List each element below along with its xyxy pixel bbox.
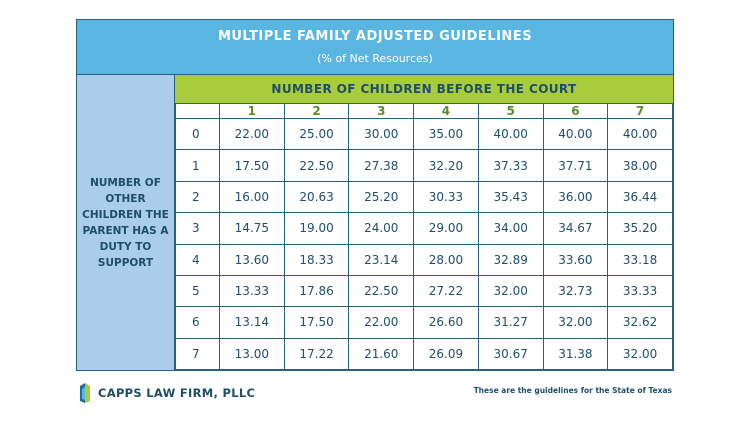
column-header: 7 xyxy=(607,103,673,119)
table-cell: 37.33 xyxy=(477,149,544,182)
table-cell: 20.63 xyxy=(283,180,350,214)
table-cell: 32.89 xyxy=(477,243,544,276)
table-cell: 22.50 xyxy=(348,274,415,308)
table-cell: 29.00 xyxy=(413,212,479,245)
table-cell: 35.43 xyxy=(477,180,544,214)
table-cell: 28.00 xyxy=(413,243,479,276)
table-cell: 33.33 xyxy=(607,274,673,308)
guidelines-card: MULTIPLE FAMILY ADJUSTED GUIDELINES (% o… xyxy=(76,19,674,371)
table-cell: 23.14 xyxy=(348,243,415,276)
column-group-header-label: NUMBER OF CHILDREN BEFORE THE COURT xyxy=(271,82,577,96)
table-cell: 36.44 xyxy=(607,180,673,214)
table-cell: 30.67 xyxy=(477,337,544,371)
table-cell: 32.00 xyxy=(542,306,609,339)
table-cell: 27.22 xyxy=(413,274,479,308)
table-cell: 32.73 xyxy=(542,274,609,308)
table-cell: 25.20 xyxy=(348,180,415,214)
table-cell: 24.00 xyxy=(348,212,415,245)
corner-cell xyxy=(175,103,220,119)
table-cell: 32.00 xyxy=(477,274,544,308)
row-label: 3 xyxy=(175,212,220,245)
column-header: 2 xyxy=(283,103,350,119)
table-cell: 34.00 xyxy=(477,212,544,245)
table-cell: 32.20 xyxy=(413,149,479,182)
table-cell: 22.00 xyxy=(219,117,285,151)
row-label: 2 xyxy=(175,180,220,214)
table-subtitle: (% of Net Resources) xyxy=(317,52,433,65)
row-label: 4 xyxy=(175,243,220,276)
row-label: 6 xyxy=(175,306,220,339)
table-row: 0 22.00 25.00 30.00 35.00 40.00 40.00 40.00 xyxy=(175,117,673,151)
table-row: 6 13.14 17.50 22.00 26.60 31.27 32.00 32.62 xyxy=(175,306,673,339)
table-cell: 26.60 xyxy=(413,306,479,339)
table-cell: 32.62 xyxy=(607,306,673,339)
table-cell: 31.27 xyxy=(477,306,544,339)
table-cell: 27.38 xyxy=(348,149,415,182)
table-cell: 35.20 xyxy=(607,212,673,245)
brand-name: CAPPS LAW FIRM, PLLC xyxy=(98,386,256,400)
table-cell: 40.00 xyxy=(607,117,673,151)
guidelines-table: 1 2 3 4 5 6 7 0 22.00 25.00 30.00 35.00 40.00… xyxy=(175,103,673,371)
row-group-header: NUMBER OF OTHER CHILDREN THE PARENT HAS … xyxy=(77,74,175,370)
table-cell: 19.00 xyxy=(283,212,350,245)
table-cell: 17.50 xyxy=(283,306,350,339)
table-cell: 17.86 xyxy=(283,274,350,308)
table-row: 4 13.60 18.33 23.14 28.00 32.89 33.60 33.18 xyxy=(175,243,673,276)
table-cell: 13.60 xyxy=(219,243,285,276)
table-cell: 36.00 xyxy=(542,180,609,214)
capps-law-firm-logo-icon xyxy=(78,382,92,404)
column-header-row: 1 2 3 4 5 6 7 xyxy=(175,103,673,119)
table-cell: 13.00 xyxy=(219,337,285,371)
table-row: 7 13.00 17.22 21.60 26.09 30.67 31.38 32.00 xyxy=(175,337,673,371)
row-label: 0 xyxy=(175,117,220,151)
table-cell: 30.33 xyxy=(413,180,479,214)
table-cell: 33.60 xyxy=(542,243,609,276)
title-bar: MULTIPLE FAMILY ADJUSTED GUIDELINES (% o… xyxy=(77,20,673,74)
row-label: 1 xyxy=(175,149,220,182)
table-cell: 17.50 xyxy=(219,149,285,182)
row-label: 5 xyxy=(175,274,220,308)
row-label: 7 xyxy=(175,337,220,371)
column-header: 1 xyxy=(219,103,285,119)
table-cell: 22.50 xyxy=(283,149,350,182)
table-cell: 18.33 xyxy=(283,243,350,276)
table-cell: 13.14 xyxy=(219,306,285,339)
table-row: 2 16.00 20.63 25.20 30.33 35.43 36.00 36.44 xyxy=(175,180,673,214)
table-cell: 16.00 xyxy=(219,180,285,214)
table-cell: 33.18 xyxy=(607,243,673,276)
column-header: 6 xyxy=(542,103,609,119)
table-row: 1 17.50 22.50 27.38 32.20 37.33 37.71 38.00 xyxy=(175,149,673,182)
column-header: 5 xyxy=(477,103,544,119)
table-cell: 35.00 xyxy=(413,117,479,151)
table-cell: 34.67 xyxy=(542,212,609,245)
table-cell: 25.00 xyxy=(283,117,350,151)
row-group-header-label: NUMBER OF OTHER CHILDREN THE PARENT HAS … xyxy=(82,176,169,269)
table-cell: 31.38 xyxy=(542,337,609,371)
column-header: 3 xyxy=(348,103,415,119)
table-row: 5 13.33 17.86 22.50 27.22 32.00 32.73 33.33 xyxy=(175,274,673,308)
table-cell: 21.60 xyxy=(348,337,415,371)
column-header: 4 xyxy=(413,103,479,119)
table-cell: 22.00 xyxy=(348,306,415,339)
column-group-header: NUMBER OF CHILDREN BEFORE THE COURT xyxy=(175,74,673,103)
footer-note: These are the guidelines for the State o… xyxy=(473,386,672,395)
table-cell: 37.71 xyxy=(542,149,609,182)
table-cell: 17.22 xyxy=(283,337,350,371)
table-cell: 13.33 xyxy=(219,274,285,308)
table-cell: 30.00 xyxy=(348,117,415,151)
table-cell: 14.75 xyxy=(219,212,285,245)
table-cell: 32.00 xyxy=(607,337,673,371)
table-cell: 26.09 xyxy=(413,337,479,371)
table-cell: 40.00 xyxy=(542,117,609,151)
table-title: MULTIPLE FAMILY ADJUSTED GUIDELINES xyxy=(217,29,533,44)
table-cell: 38.00 xyxy=(607,149,673,182)
table-cell: 40.00 xyxy=(477,117,544,151)
table-row: 3 14.75 19.00 24.00 29.00 34.00 34.67 35.20 xyxy=(175,212,673,245)
footer-brand: CAPPS LAW FIRM, PLLC xyxy=(78,381,255,405)
